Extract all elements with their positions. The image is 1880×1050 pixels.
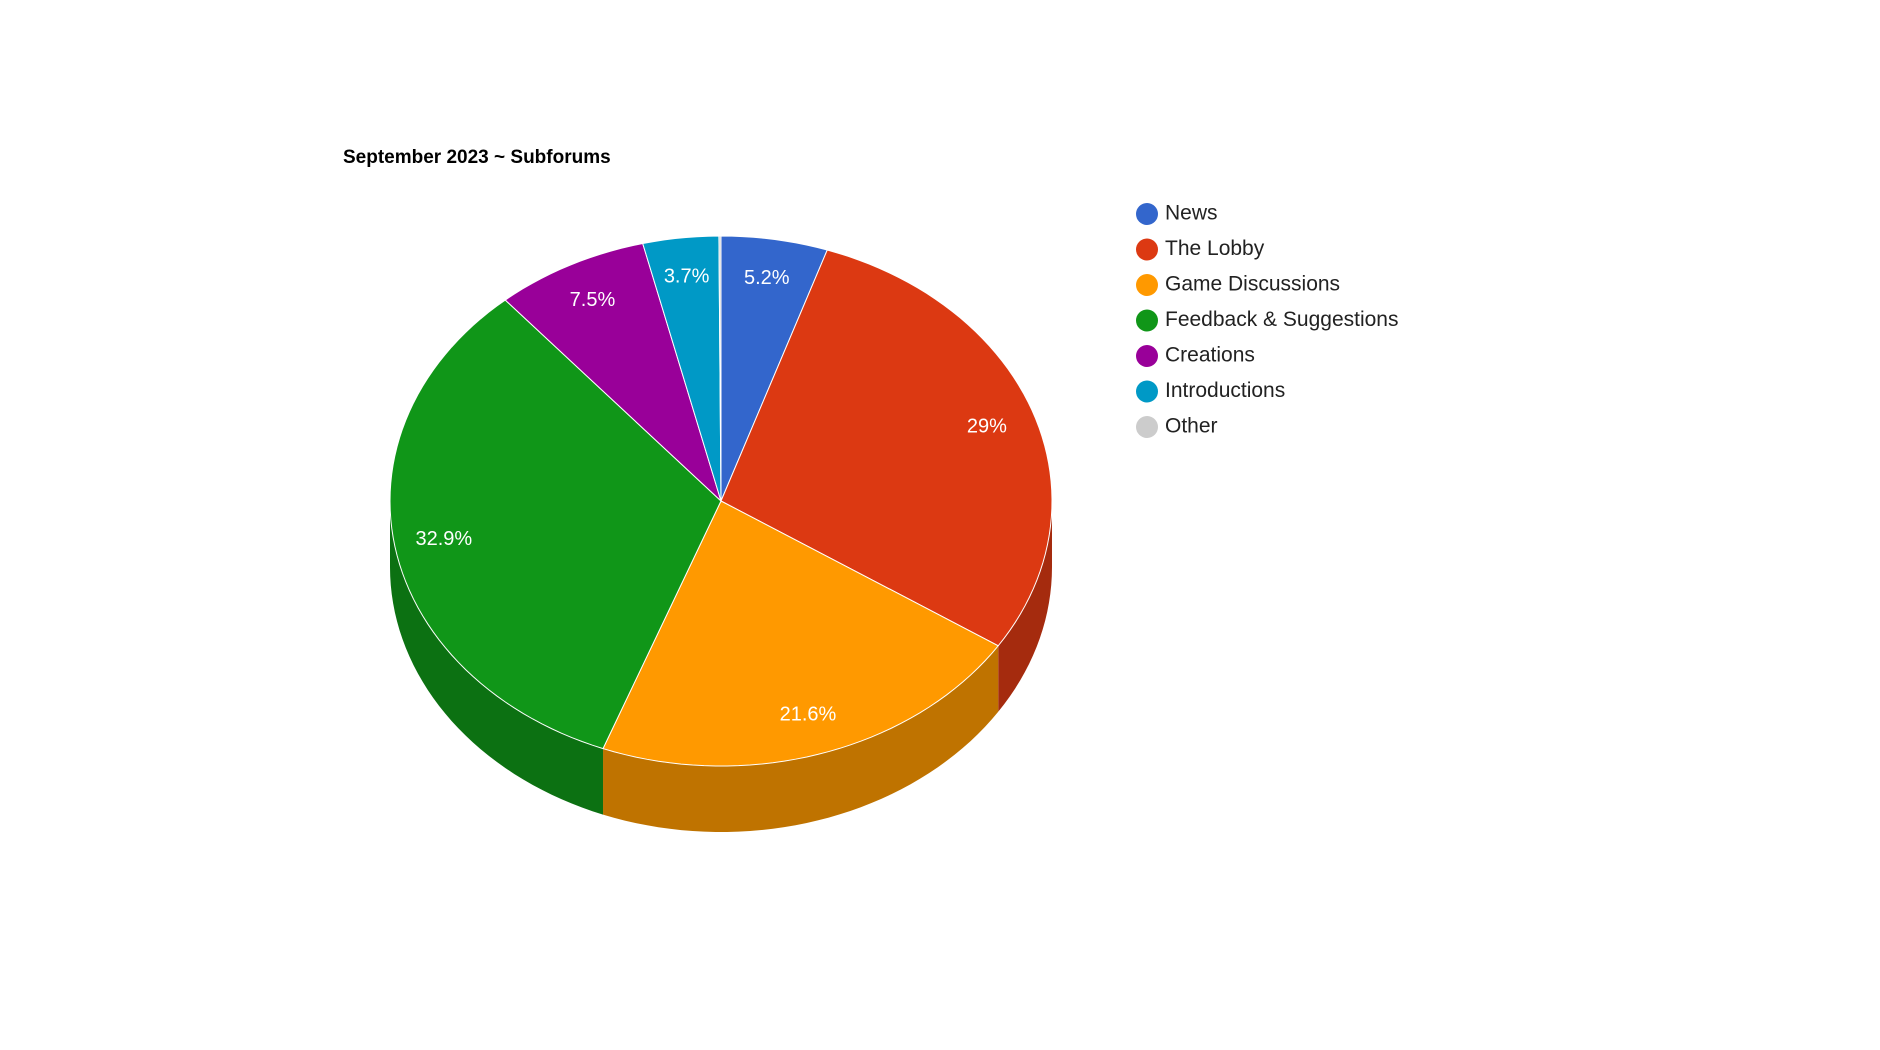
legend-swatch bbox=[1136, 380, 1158, 403]
legend-label: Creations bbox=[1165, 344, 1255, 367]
legend-swatch bbox=[1136, 274, 1158, 296]
slice-label: 32.9% bbox=[415, 528, 472, 550]
slice-side bbox=[390, 501, 604, 815]
slice bbox=[389, 299, 722, 750]
legend-label: The Lobby bbox=[1165, 237, 1265, 260]
legend-label: Other bbox=[1165, 415, 1218, 438]
legend: News The Lobby Game Discussions Feedback & … bbox=[1136, 202, 1398, 438]
slice-label: 3.7% bbox=[664, 266, 710, 288]
slice bbox=[504, 242, 723, 503]
slice bbox=[718, 235, 722, 502]
slice bbox=[642, 235, 722, 502]
legend-swatch bbox=[1136, 416, 1158, 438]
slice bbox=[720, 249, 1053, 647]
slice-side bbox=[603, 645, 999, 832]
slice-label: 21.6% bbox=[780, 704, 837, 726]
pie-tops bbox=[389, 235, 1053, 767]
slice-label: 7.5% bbox=[570, 289, 616, 311]
legend-swatch bbox=[1136, 238, 1158, 261]
slice-label: 5.2% bbox=[744, 267, 790, 289]
legend-swatch bbox=[1136, 345, 1158, 367]
legend-label: Introductions bbox=[1165, 379, 1285, 402]
chart-title: September 2023 ~ Subforums bbox=[343, 147, 611, 168]
slice-labels: 5.2% 29% 21.6% 32.9% 7.5% 3.7% bbox=[415, 266, 1007, 726]
legend-swatch bbox=[1136, 203, 1158, 225]
slice bbox=[720, 235, 828, 502]
slice bbox=[602, 500, 1000, 767]
legend-swatch bbox=[1136, 309, 1158, 332]
legend-label: Game Discussions bbox=[1165, 273, 1340, 296]
slice-label: 29% bbox=[967, 416, 1007, 438]
legend-label: Feedback & Suggestions bbox=[1165, 308, 1398, 331]
legend-label: News bbox=[1165, 202, 1218, 225]
